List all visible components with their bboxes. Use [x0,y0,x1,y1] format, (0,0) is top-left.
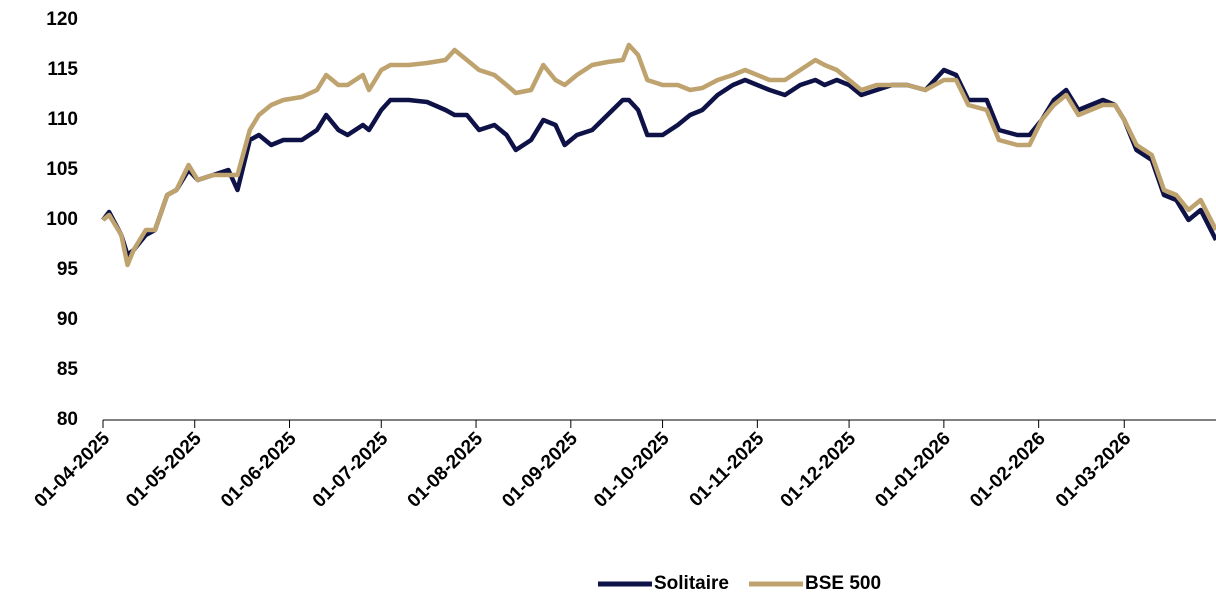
legend-label: BSE 500 [805,573,881,594]
x-tick-label: 01-12-2025 [777,428,861,512]
x-tick-label: 01-10-2025 [590,428,674,512]
x-tick-label: 01-02-2026 [966,428,1050,512]
x-tick-label: 01-07-2025 [309,428,393,512]
y-tick-label: 80 [57,409,78,430]
y-tick-label: 110 [47,109,78,130]
y-tick-label: 85 [57,359,79,380]
x-tick-label: 01-01-2026 [871,428,955,512]
x-tick-label: 01-03-2026 [1052,428,1136,512]
series-line [101,42,1216,268]
y-tick-label: 115 [47,59,78,80]
y-tick-label: 105 [46,159,78,180]
y-tick-label: 100 [46,209,78,230]
legend-label: Solitaire [654,573,729,594]
x-tick-label: 01-08-2025 [404,428,488,512]
y-tick-label: 120 [46,9,78,30]
y-tick-label: 90 [57,309,78,330]
x-tick-label: 01-09-2025 [498,428,582,512]
x-tick-label: 01-05-2025 [122,428,206,512]
x-tick-label: 01-06-2025 [217,428,301,512]
x-tick-label: 01-04-2025 [30,428,114,512]
y-tick-label: 95 [57,259,79,280]
series-line [101,67,1216,258]
x-tick-label: 01-11-2025 [686,428,769,511]
legend: Solitaire BSE 500 [597,573,881,594]
